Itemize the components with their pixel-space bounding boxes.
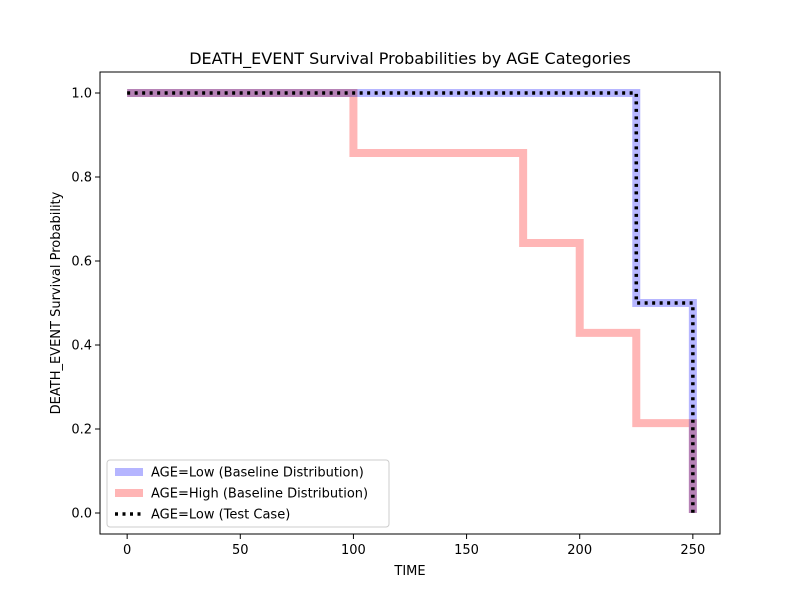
legend-label: AGE=High (Baseline Distribution) — [151, 487, 368, 502]
axes-frame — [99, 71, 721, 535]
x-axis-label: TIME — [393, 564, 425, 579]
y-tick-label: 0.0 — [71, 507, 92, 522]
y-tick-label: 0.6 — [71, 255, 92, 270]
x-tick-label: 200 — [567, 543, 592, 558]
plot-area: 0 50 100 150 200 250 0.0 0.2 0.4 0.6 0.8 1.0 — [71, 71, 721, 558]
x-tick-label: 150 — [454, 543, 479, 558]
legend-label: AGE=Low (Baseline Distribution) — [151, 466, 364, 481]
y-tick-label: 0.2 — [71, 423, 92, 438]
x-tick-label: 0 — [123, 543, 131, 558]
legend: AGE=Low (Baseline Distribution) AGE=High … — [106, 459, 390, 528]
series-line-3 — [127, 91, 695, 513]
chart-title: DEATH_EVENT Survival Probabilities by AG… — [189, 49, 631, 69]
x-tick-label: 50 — [232, 543, 249, 558]
legend-label: AGE=Low (Test Case) — [151, 508, 290, 523]
y-tick-label: 0.4 — [71, 339, 92, 354]
series-line-2 — [127, 89, 697, 513]
y-tick-label: 0.8 — [71, 171, 92, 186]
x-tick-label: 250 — [680, 543, 705, 558]
legend-box — [106, 459, 390, 528]
y-tick-label: 1.0 — [71, 87, 92, 102]
y-axis-label: DEATH_EVENT Survival Probability — [49, 191, 64, 414]
x-tick-label: 100 — [341, 543, 366, 558]
